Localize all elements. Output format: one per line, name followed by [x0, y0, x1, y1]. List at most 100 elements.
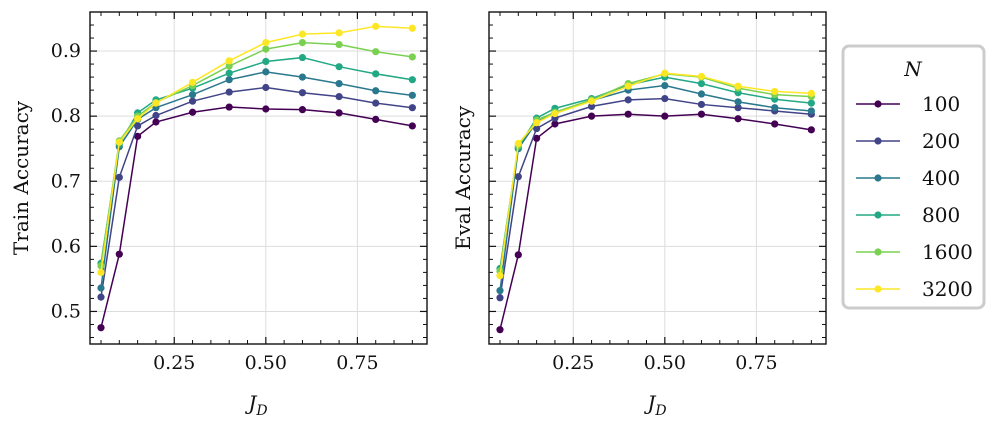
train-point-1600	[225, 62, 233, 70]
eval-point-800	[697, 80, 706, 88]
train-point-800	[335, 63, 343, 71]
train-y-tick-label: 0.6	[51, 235, 81, 257]
train-axes-frame	[89, 11, 428, 345]
train-point-100	[262, 105, 270, 113]
eval-ticks: 0.25 0.50 0.75	[489, 12, 826, 374]
eval-point-3200	[771, 87, 779, 96]
legend-marker-800	[874, 211, 882, 219]
eval-point-800	[807, 99, 815, 107]
train-point-200	[152, 111, 160, 120]
eval-series	[496, 69, 815, 334]
train-point-100	[152, 118, 160, 126]
train-point-200	[225, 88, 233, 96]
train-point-100	[225, 103, 233, 111]
train-y-tick-label: 0.7	[51, 170, 81, 192]
eval-series-line-200	[499, 97, 812, 298]
train-point-1600	[298, 38, 307, 47]
train-point-200	[372, 99, 380, 107]
train-point-3200	[115, 138, 123, 146]
legend-label-200: 200	[922, 129, 960, 153]
train-point-200	[97, 293, 105, 301]
train-point-1600	[335, 40, 343, 49]
eval-point-200	[734, 104, 742, 112]
train-point-200	[115, 173, 123, 181]
eval-x-axis-label-sub: D	[654, 403, 666, 419]
train-series-line-100	[100, 106, 413, 328]
eval-point-200	[587, 102, 596, 110]
train-x-tick-label: 0.25	[153, 352, 195, 374]
legend-marker-3200	[874, 285, 882, 293]
train-ticks: 0.25 0.50 0.75 0.5 0.6 0.7 0.8 0.9	[51, 12, 427, 374]
eval-y-axis-label: Eval Accuracy	[451, 105, 475, 250]
eval-x-axis-label: JD	[643, 391, 666, 419]
train-series-line-200	[100, 86, 413, 298]
train-point-400	[408, 91, 416, 99]
train-x-axis-label-main: J	[244, 391, 257, 415]
eval-point-3200	[514, 139, 522, 148]
legend-marker-100	[874, 100, 882, 108]
eval-point-100	[624, 110, 632, 118]
train-accuracy-panel: 0.25 0.50 0.75 0.5 0.6 0.7 0.8 0.9 Train Accura…	[9, 11, 428, 419]
train-series	[97, 22, 416, 332]
train-point-200	[408, 104, 416, 112]
train-y-tick-label: 0.5	[51, 300, 81, 322]
eval-point-3200	[807, 89, 815, 97]
train-point-800	[372, 70, 380, 78]
train-point-800	[225, 69, 233, 77]
train-point-1600	[262, 45, 270, 53]
train-x-axis-label: JD	[244, 391, 267, 419]
train-grid	[90, 12, 427, 344]
train-point-100	[335, 109, 343, 117]
eval-point-400	[496, 287, 504, 295]
train-point-100	[188, 108, 197, 116]
eval-point-3200	[533, 119, 541, 127]
train-point-200	[134, 122, 142, 130]
train-point-3200	[97, 268, 105, 276]
train-x-tick-label: 0.50	[245, 352, 287, 374]
train-point-3200	[408, 24, 416, 32]
eval-grid	[489, 12, 826, 344]
train-series-line-1600	[100, 41, 413, 266]
eval-x-axis-label-main: J	[643, 391, 656, 415]
eval-x-tick-label: 0.50	[644, 352, 686, 374]
train-point-200	[188, 97, 197, 105]
legend-label-800: 800	[922, 203, 960, 227]
eval-point-400	[807, 107, 815, 115]
eval-point-100	[533, 134, 541, 142]
legend-marker-400	[874, 174, 882, 182]
train-point-1600	[408, 53, 416, 61]
eval-point-100	[551, 120, 559, 128]
train-point-200	[262, 83, 270, 92]
eval-point-3200	[587, 97, 596, 105]
eval-point-100	[807, 126, 815, 134]
eval-point-200	[496, 294, 504, 302]
train-point-3200	[225, 57, 233, 65]
eval-x-tick-label: 0.75	[735, 352, 777, 374]
train-point-100	[97, 324, 105, 332]
eval-point-200	[533, 124, 541, 133]
train-point-400	[225, 76, 233, 84]
train-point-400	[372, 87, 380, 95]
legend-marker-1600	[874, 248, 882, 256]
eval-point-100	[661, 112, 669, 120]
legend-label-1600: 1600	[922, 240, 973, 264]
train-point-400	[97, 284, 105, 292]
eval-point-100	[514, 251, 522, 259]
eval-point-3200	[496, 272, 504, 280]
eval-point-3200	[734, 82, 742, 90]
train-point-200	[298, 89, 307, 97]
train-point-800	[298, 53, 307, 62]
train-point-200	[335, 93, 343, 101]
legend: N 100 200 400 800 1600 3200	[841, 44, 986, 310]
train-x-tick-label: 0.75	[336, 352, 378, 374]
eval-point-400	[661, 81, 669, 90]
eval-accuracy-panel: 0.25 0.50 0.75 Eval Accuracy JD	[451, 11, 827, 419]
train-point-3200	[262, 38, 270, 47]
train-series-line-3200	[100, 25, 413, 273]
train-point-100	[134, 132, 142, 140]
train-point-3200	[188, 78, 197, 86]
eval-point-200	[514, 173, 522, 181]
eval-point-200	[697, 100, 706, 109]
train-point-800	[262, 57, 270, 66]
